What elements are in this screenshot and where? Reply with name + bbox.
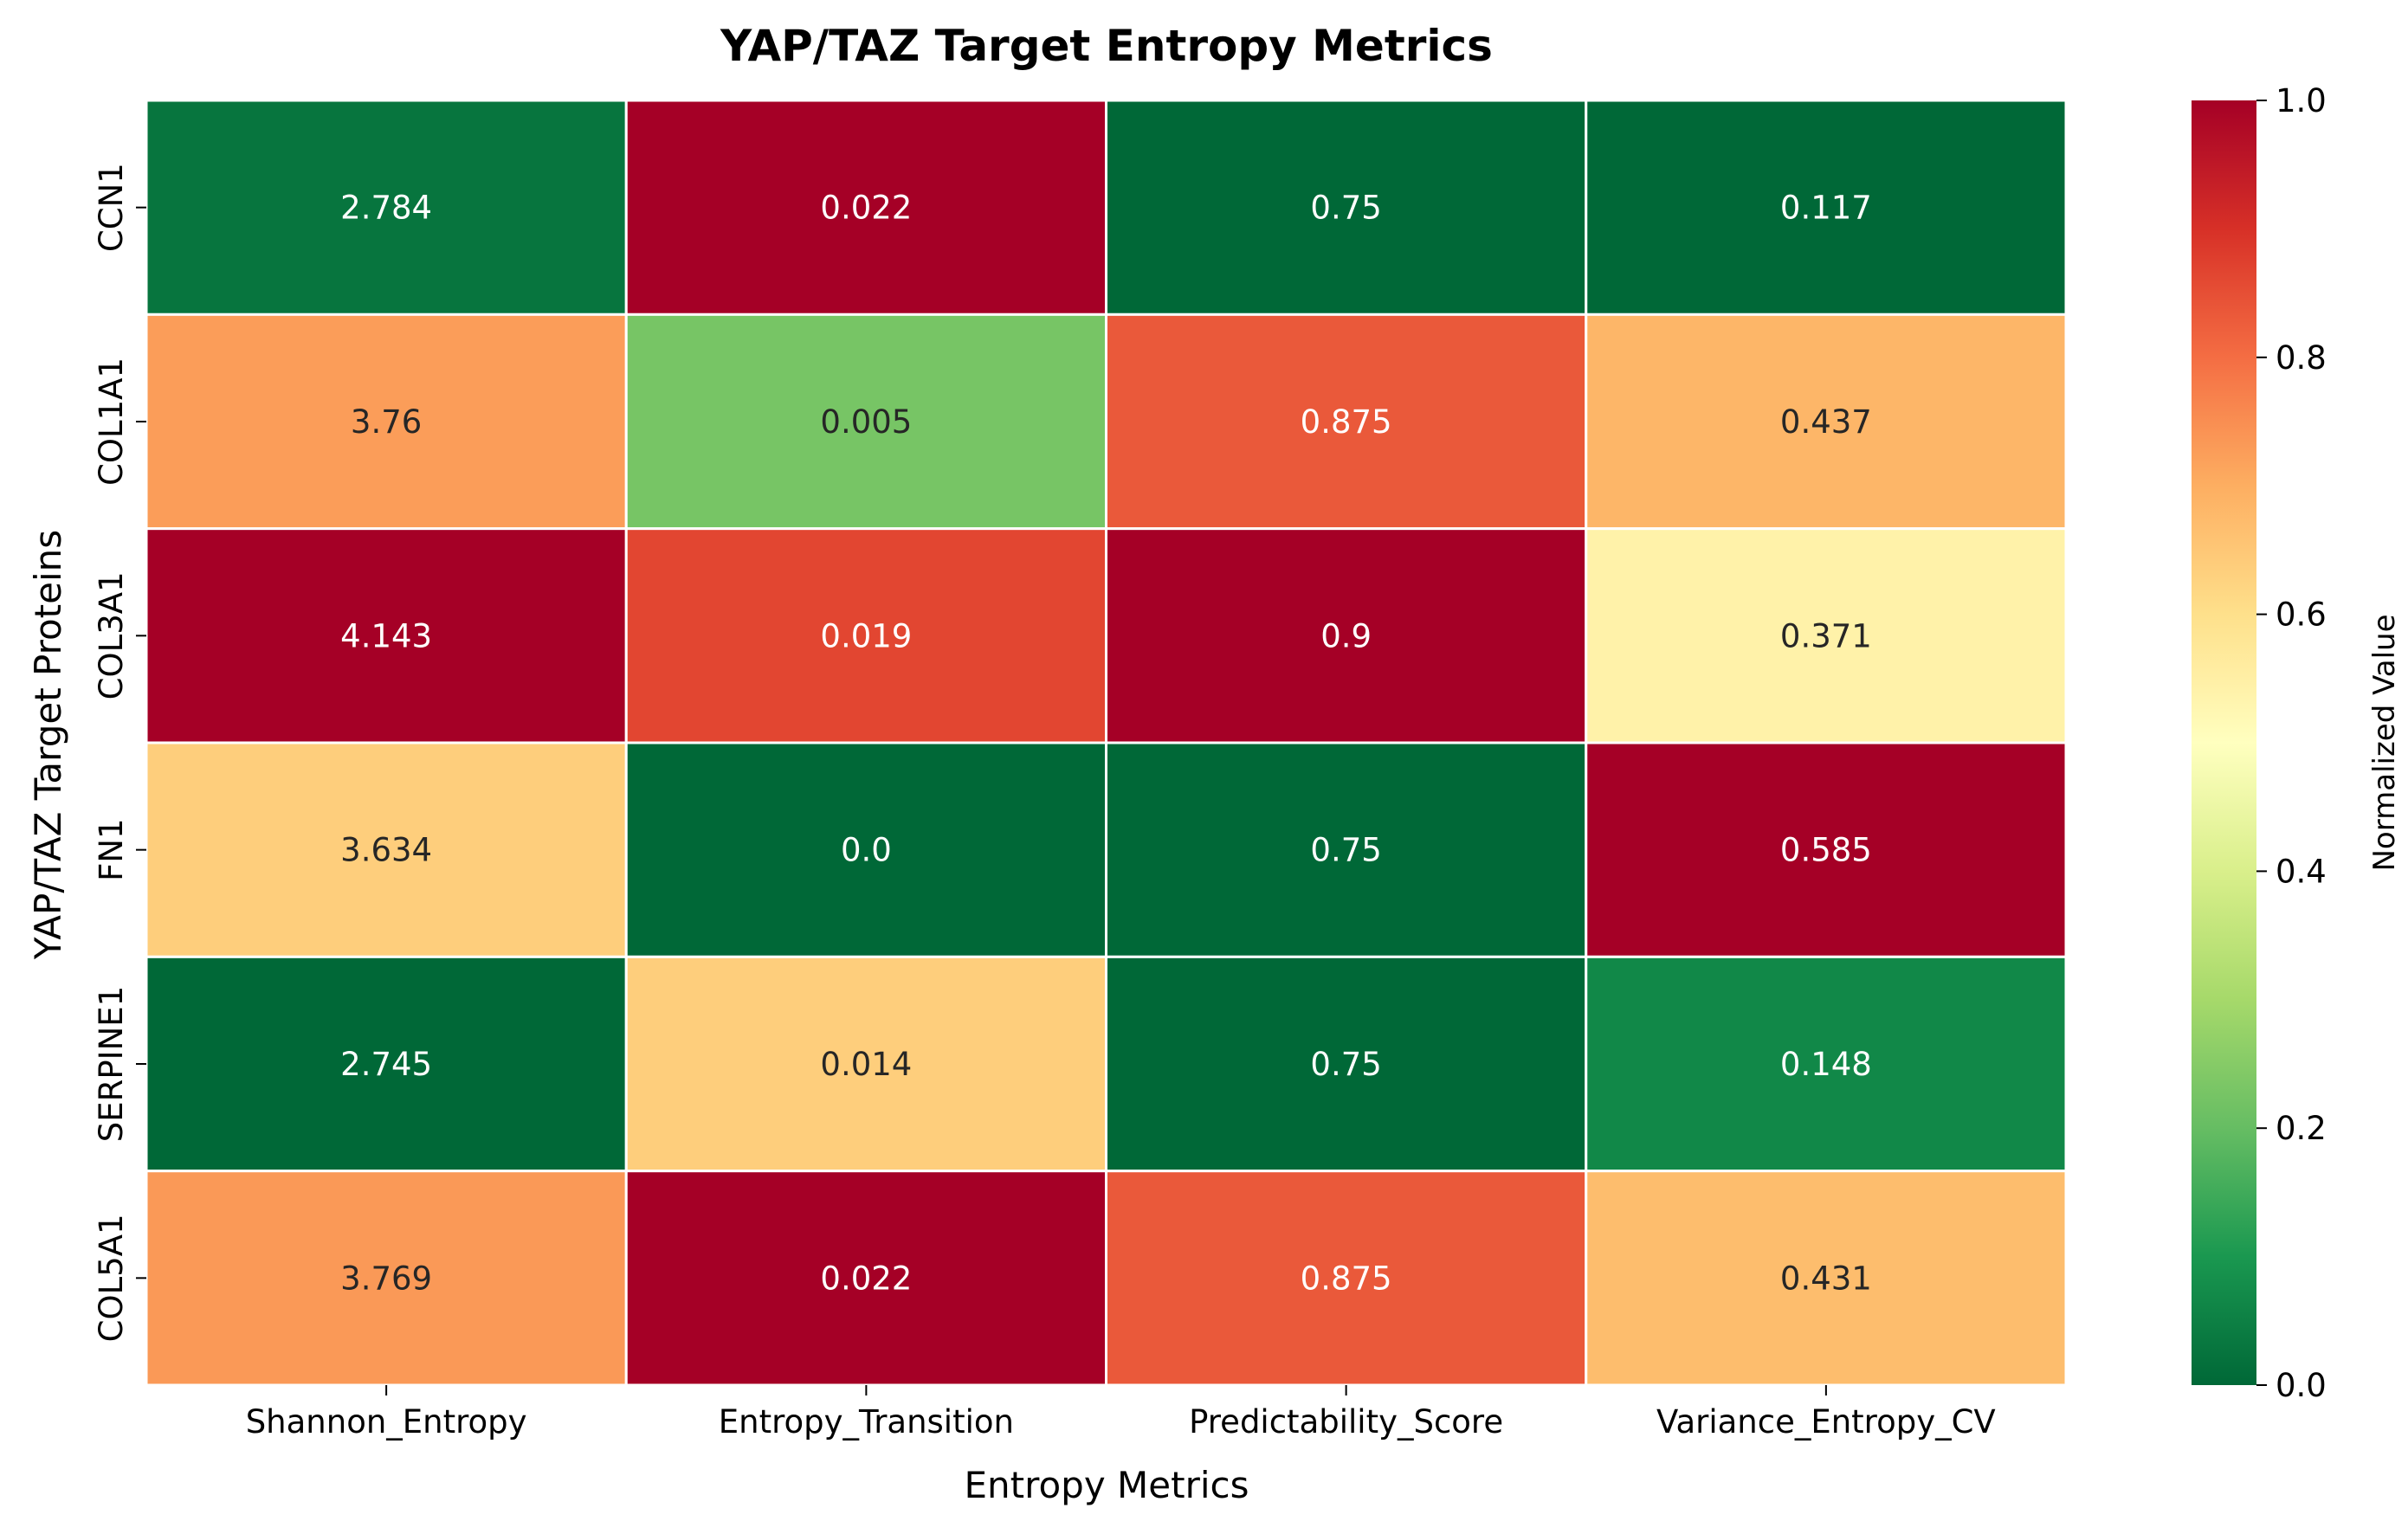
colorbar-tick-label: 0.2 — [2276, 1110, 2327, 1147]
cell-value-label: 0.019 — [820, 617, 912, 654]
cell-value-label: 2.784 — [340, 190, 432, 227]
colorbar: 0.0 0.2 0.4 0.6 0.8 1.0 Normalized Value — [2192, 82, 2402, 1404]
cell-value-label: 0.437 — [1780, 403, 1872, 441]
colorbar-tick-label: 1.0 — [2276, 82, 2327, 119]
cell-value-label: 0.875 — [1301, 1260, 1392, 1297]
cell-value-label: 3.634 — [340, 832, 432, 869]
cell-value-label: 0.0 — [841, 832, 892, 869]
y-tick-label: SERPINE1 — [93, 986, 130, 1142]
heatmap-cell — [1585, 527, 2068, 744]
cell-value-label: 0.148 — [1780, 1046, 1872, 1083]
chart-title: YAP/TAZ Target Entropy Metrics — [720, 21, 1493, 71]
heatmap-cell — [145, 741, 628, 958]
y-axis-ticks: CCN1 COL1A1 COL3A1 FN1 SERPINE1 COL5A1 — [93, 163, 146, 1342]
heatmap-cell — [145, 1170, 628, 1387]
heatmap-cell — [624, 99, 1107, 316]
y-tick-label: COL3A1 — [93, 571, 130, 699]
heatmap-cells — [145, 99, 2068, 1387]
heatmap-cell — [1105, 99, 1588, 316]
heatmap-cell — [145, 99, 628, 316]
cell-value-label: 3.76 — [351, 403, 422, 441]
cell-value-label: 0.371 — [1780, 617, 1872, 654]
heatmap-cell — [1105, 313, 1588, 531]
cell-value-label: 3.769 — [340, 1260, 432, 1297]
colorbar-tick-label: 0.4 — [2276, 853, 2327, 890]
heatmap-cell — [1585, 741, 2068, 958]
y-tick-label: FN1 — [93, 818, 130, 881]
heatmap-cell — [1585, 313, 2068, 531]
heatmap-cell — [1105, 955, 1588, 1173]
colorbar-gradient — [2192, 100, 2256, 1385]
y-tick-label: COL1A1 — [93, 358, 130, 486]
y-axis-label: YAP/TAZ Target Proteins — [27, 530, 69, 960]
cell-value-label: 0.75 — [1310, 190, 1381, 227]
cell-value-label: 0.585 — [1780, 832, 1872, 869]
cell-value-label: 0.75 — [1310, 832, 1381, 869]
cell-value-label: 0.431 — [1780, 1260, 1872, 1297]
cell-value-label: 0.022 — [820, 1260, 912, 1297]
heatmap-cell — [145, 955, 628, 1173]
heatmap-cell — [1105, 1170, 1588, 1387]
colorbar-ticks: 0.0 0.2 0.4 0.6 0.8 1.0 — [2256, 82, 2327, 1404]
y-tick-label: COL5A1 — [93, 1214, 130, 1342]
cell-value-label: 0.022 — [820, 190, 912, 227]
cell-value-label: 4.143 — [340, 617, 432, 654]
heatmap-cell — [1585, 1170, 2068, 1387]
cell-value-label: 2.745 — [340, 1046, 432, 1083]
heatmap-cell — [624, 955, 1107, 1173]
heatmap-cell — [624, 1170, 1107, 1387]
x-tick-label: Shannon_Entropy — [246, 1403, 527, 1441]
cell-value-label: 0.875 — [1301, 403, 1392, 441]
colorbar-tick-label: 0.8 — [2276, 339, 2327, 377]
y-tick-label: CCN1 — [93, 163, 130, 252]
cell-value-label: 0.117 — [1780, 190, 1872, 227]
heatmap-cell — [624, 527, 1107, 744]
heatmap-value-labels: 2.784 0.022 0.75 0.117 3.76 0.005 0.875 0.437 4.… — [340, 190, 1872, 1298]
x-axis-ticks: Shannon_Entropy Entropy_Transition Predict… — [246, 1385, 1996, 1441]
cell-value-label: 0.75 — [1310, 1046, 1381, 1083]
cell-value-label: 0.9 — [1320, 617, 1372, 654]
x-tick-label: Predictability_Score — [1189, 1403, 1503, 1441]
x-tick-label: Entropy_Transition — [719, 1403, 1014, 1441]
cell-value-label: 0.005 — [820, 403, 912, 441]
colorbar-tick-label: 0.6 — [2276, 596, 2327, 634]
heatmap-cell — [1105, 741, 1588, 958]
x-tick-label: Variance_Entropy_CV — [1656, 1403, 1996, 1441]
x-axis-label: Entropy Metrics — [965, 1464, 1249, 1506]
colorbar-label: Normalized Value — [2367, 615, 2402, 872]
heatmap-cell — [1585, 955, 2068, 1173]
cell-value-label: 0.014 — [820, 1046, 912, 1083]
heatmap-cell — [1585, 99, 2068, 316]
colorbar-tick-label: 0.0 — [2276, 1367, 2327, 1404]
heatmap-cell — [624, 741, 1107, 958]
